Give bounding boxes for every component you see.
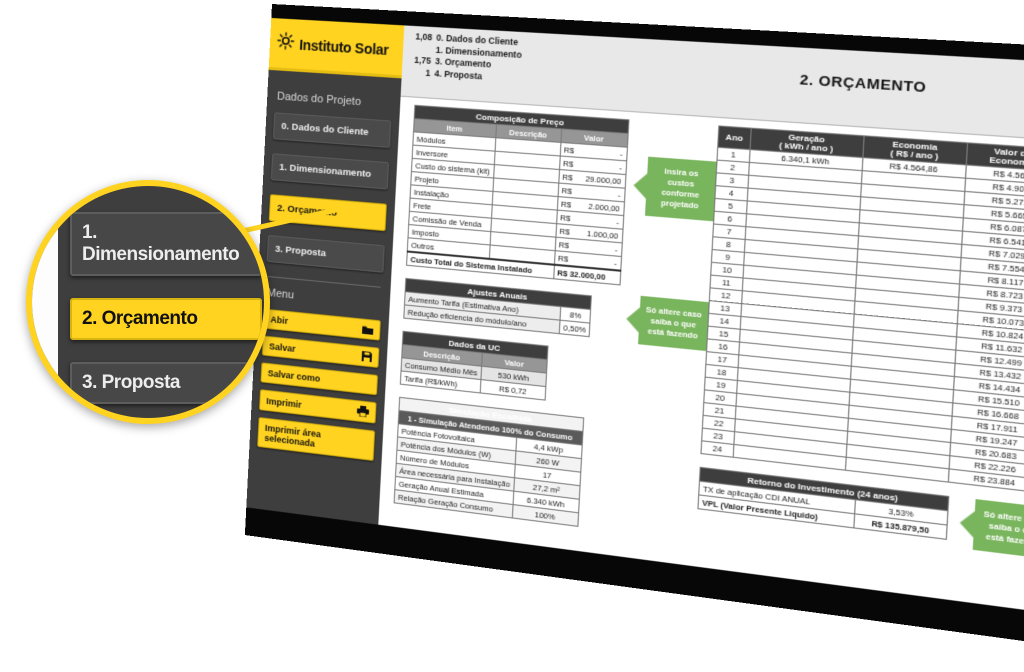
price-item-value: 1.000,00 — [587, 228, 619, 240]
currency-prefix: R$ — [560, 212, 571, 222]
roi-section: Retorno do Investimento (24 anos) TX de … — [697, 467, 1024, 600]
sidebar: Instituto Solar Dados do Projeto 0. Dado… — [246, 18, 404, 525]
magnifier-page-edge — [32, 186, 58, 418]
callout-warning-adjustments: Só altere caso saiba o que está fazendo — [638, 296, 709, 351]
tab-prefix: 1 — [408, 66, 431, 79]
tab-label: 4. Proposta — [430, 67, 482, 82]
main-area: 1,08 0. Dados do Cliente 1. Dimensioname… — [378, 25, 1024, 624]
sidebar-item-dimensionamento[interactable]: 1. Dimensionamento — [271, 153, 389, 189]
sidebar-item-proposta[interactable]: 3. Proposta — [267, 235, 385, 273]
currency-prefix: R$ — [559, 226, 570, 236]
sidebar-item-orcamento[interactable]: 2. Orçamento — [269, 194, 387, 231]
price-item-value: - — [619, 162, 622, 172]
currency-prefix: R$ — [561, 199, 572, 209]
open-button-label: Abir — [270, 314, 288, 326]
price-item-value: - — [620, 149, 623, 159]
currency-prefix: R$ — [564, 145, 575, 155]
print-selection-button-label: Imprimir área selecionada — [264, 423, 368, 455]
open-icon — [362, 324, 373, 334]
sidebar-divider — [268, 276, 381, 288]
save-icon — [362, 351, 373, 362]
price-composition-table: Composição de Preço Item Descrição Valor — [406, 105, 629, 286]
currency-prefix: R$ — [558, 253, 569, 263]
open-button[interactable]: Abir — [263, 309, 381, 341]
projection-table: Ano Geração( kWh / ano ) Economia( R$ / … — [700, 125, 1024, 513]
print-icon — [357, 405, 370, 417]
app-frame: Instituto Solar Dados do Projeto 0. Dado… — [246, 18, 1024, 625]
sidebar-section-menu: Menu — [267, 287, 380, 310]
annual-adjustments-table: Ajustes Anuais Aumento Tarifa (Estimativ… — [403, 278, 592, 337]
currency-prefix: R$ — [559, 240, 570, 250]
price-item-value: - — [618, 190, 621, 200]
page-title: 2. ORÇAMENTO — [799, 71, 926, 95]
magnified-proposta: 3. Proposta — [70, 362, 262, 404]
magnifier-button-stack: 1. Dimensionamento 2. Orçamento 3. Propo… — [70, 212, 262, 424]
magnifier-circle: 1. Dimensionamento 2. Orçamento 3. Propo… — [26, 180, 270, 424]
adjustment-value-cell[interactable]: 0,50% — [559, 320, 590, 337]
magnified-dimensionamento: 1. Dimensionamento — [70, 212, 262, 276]
currency-prefix: R$ — [562, 172, 573, 182]
price-item-value: - — [614, 258, 617, 268]
logo: Instituto Solar — [269, 18, 405, 78]
save-as-button-label: Salvar como — [268, 368, 321, 384]
sheet-tab-list: 1,08 0. Dados do Cliente 1. Dimensioname… — [408, 31, 523, 85]
proj-col-ano: Ano — [718, 126, 751, 150]
currency-prefix: R$ — [561, 185, 572, 195]
right-column: Ano Geração( kWh / ano ) Economia( R$ / … — [695, 125, 1024, 612]
price-item-value: 29.000,00 — [585, 174, 621, 186]
sidebar-section-project: Dados do Projeto — [277, 90, 391, 110]
proj-ano: 24 — [701, 441, 734, 457]
price-item-value: 2.000,00 — [588, 201, 620, 213]
print-button-label: Imprimir — [266, 395, 302, 409]
left-column: Composição de Preço Item Descrição Valor — [393, 105, 637, 544]
magnified-orcamento: 2. Orçamento — [70, 298, 262, 340]
callout-warning-roi: Só altere caso saiba o que está fazendo — [973, 499, 1024, 560]
price-item-value: - — [616, 217, 619, 227]
logo-text: Instituto Solar — [299, 36, 389, 57]
sidebar-item-dados-cliente[interactable]: 0. Dados do Cliente — [273, 112, 391, 148]
print-selection-button[interactable]: Imprimir área selecionada — [257, 417, 375, 461]
callout-insert-costs: Insira os custos conforme projetado — [645, 157, 716, 222]
save-button-label: Salvar — [269, 341, 296, 354]
price-item-value: - — [615, 244, 618, 254]
save-button[interactable]: Salvar — [262, 335, 380, 367]
sun-icon — [276, 31, 295, 55]
currency-prefix: R$ — [563, 158, 574, 168]
spreadsheet-window: Instituto Solar Dados do Projeto 0. Dado… — [245, 4, 1024, 672]
simulation-table: Simulação Escolhida 1 - Simulação Atende… — [394, 397, 584, 527]
sheet-content: Composição de Preço Item Descrição Valor — [379, 97, 1024, 612]
uc-data-table: Dados da UC Descrição Valor Consumo Médi… — [400, 331, 549, 401]
